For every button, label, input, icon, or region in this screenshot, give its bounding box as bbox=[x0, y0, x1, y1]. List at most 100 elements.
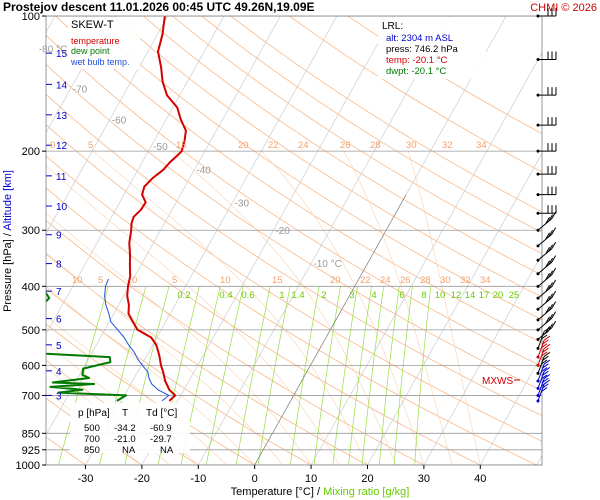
barb-flag bbox=[542, 383, 549, 389]
lrl-press: press: 746.2 hPa bbox=[386, 44, 459, 55]
isotherm bbox=[85, 16, 338, 465]
pressure-tick-label: 925 bbox=[22, 445, 40, 457]
mixing-ratio-label: 17 bbox=[479, 290, 490, 301]
isotherm bbox=[46, 16, 112, 134]
barb-flag bbox=[548, 229, 554, 238]
mixing-ratio-label: 6 bbox=[399, 290, 404, 301]
isotherm bbox=[46, 16, 169, 235]
dry-adiabat bbox=[55, 16, 542, 344]
x-axis-title: Temperature [°C] / Mixing ratio [g/kg] bbox=[231, 486, 410, 498]
barb-flag bbox=[541, 334, 548, 340]
barb-flag bbox=[543, 379, 551, 385]
isotherm bbox=[479, 354, 542, 465]
pressure-tick-label: 200 bbox=[22, 146, 40, 158]
wind-barb bbox=[536, 241, 557, 262]
barb-flag bbox=[545, 247, 550, 255]
barb-base bbox=[536, 58, 540, 62]
wind-barb bbox=[536, 211, 557, 232]
dry-adiabat bbox=[46, 93, 542, 417]
mixing-ratio-label: 4 bbox=[371, 290, 376, 301]
barb-flag bbox=[542, 377, 549, 383]
dry-adiabat bbox=[84, 16, 542, 321]
adiabat-label: 22 bbox=[268, 140, 279, 151]
barb-flag bbox=[543, 327, 551, 332]
dry-adiabat bbox=[230, 16, 542, 213]
wind-barb bbox=[536, 327, 551, 350]
lrl-dwpt: dwpt: -20.1 °C bbox=[386, 66, 446, 77]
table-row-2-t: -21.0 bbox=[114, 434, 136, 445]
barb-base bbox=[536, 371, 540, 375]
dry-adiabat bbox=[172, 16, 542, 255]
altitude-tick-label: 10 bbox=[56, 202, 68, 213]
barb-base bbox=[536, 337, 540, 341]
altitude-tick-label: 14 bbox=[56, 80, 68, 91]
legend-title: SKEW-T bbox=[71, 19, 114, 31]
barb-base bbox=[536, 399, 540, 403]
pressure-tick-label: 400 bbox=[22, 281, 40, 293]
series-dew-point bbox=[46, 291, 128, 402]
barb-flag bbox=[548, 244, 554, 252]
level-table: p [hPa] T Td [°C] 500 -34.2 -60.9 700 -2… bbox=[70, 403, 190, 456]
adiabat-label: 30 bbox=[440, 275, 451, 286]
adiabat-label: 34 bbox=[480, 275, 491, 286]
mixing-ratio-label: 3 bbox=[349, 290, 354, 301]
pressure-tick-label: 500 bbox=[22, 325, 40, 337]
barb-flag bbox=[542, 347, 549, 353]
barb-flag bbox=[542, 363, 549, 369]
barb-flag bbox=[545, 216, 550, 225]
altitude-tick-label: 5 bbox=[56, 341, 62, 352]
table-row-1-p: 500 bbox=[84, 423, 100, 434]
series-temperature bbox=[126, 16, 187, 402]
barb-base bbox=[536, 386, 540, 390]
barb-shaft bbox=[537, 356, 545, 374]
barb-base bbox=[536, 93, 540, 97]
wind-barb bbox=[536, 335, 551, 359]
wind-barb bbox=[536, 186, 557, 197]
barb-shaft bbox=[537, 383, 545, 402]
wind-barb bbox=[536, 279, 557, 300]
isotherm-label: -30 bbox=[235, 198, 250, 209]
wind-barb bbox=[536, 311, 557, 332]
wind-barb bbox=[536, 205, 557, 215]
adiabat-label: 5 bbox=[98, 275, 103, 286]
series-wet-bulb-temp bbox=[104, 278, 170, 402]
barb-flag bbox=[543, 366, 551, 372]
barb-flag bbox=[545, 260, 550, 268]
table-row-2-p: 700 bbox=[84, 434, 100, 445]
wind-barb bbox=[536, 301, 557, 322]
brand-label[interactable]: CHMI © 2026 bbox=[530, 2, 597, 14]
barb-base bbox=[536, 272, 540, 276]
barb-shaft bbox=[537, 348, 545, 366]
isotherm bbox=[46, 16, 225, 335]
isotherm bbox=[367, 152, 542, 465]
adiabat-label: 32 bbox=[442, 140, 453, 151]
mixing-ratio-label: 14 bbox=[465, 290, 476, 301]
mixing-ratio-label: 8 bbox=[421, 290, 426, 301]
mixing-ratio-label: 0.4 bbox=[219, 290, 232, 301]
altitude-tick-label: 8 bbox=[56, 260, 62, 271]
temp-tick-label: -10 bbox=[190, 473, 206, 485]
barb-flag bbox=[551, 311, 557, 319]
barb-base bbox=[536, 244, 540, 248]
isotherm-label: -20 bbox=[275, 226, 290, 237]
pressure-tick-label: 850 bbox=[22, 428, 40, 440]
wind-barb bbox=[536, 51, 557, 62]
barb-base bbox=[536, 211, 540, 215]
barb-base bbox=[536, 393, 540, 397]
pressure-tick-label: 1000 bbox=[16, 460, 40, 472]
altitude-tick-label: 6 bbox=[56, 315, 62, 326]
barb-shaft bbox=[537, 371, 545, 389]
barb-base bbox=[536, 363, 540, 367]
barb-shaft bbox=[537, 331, 545, 349]
barb-flag bbox=[542, 330, 549, 336]
series-layer bbox=[46, 16, 187, 402]
barb-flag bbox=[543, 374, 551, 379]
isotherm bbox=[141, 16, 394, 465]
legend-item-dewpoint: dew point bbox=[71, 46, 110, 56]
dry-adiabat bbox=[46, 34, 542, 367]
barb-flag bbox=[548, 293, 554, 301]
adiabat-label: 5 bbox=[88, 140, 93, 151]
isotherm-label: -80 °C bbox=[39, 44, 67, 55]
